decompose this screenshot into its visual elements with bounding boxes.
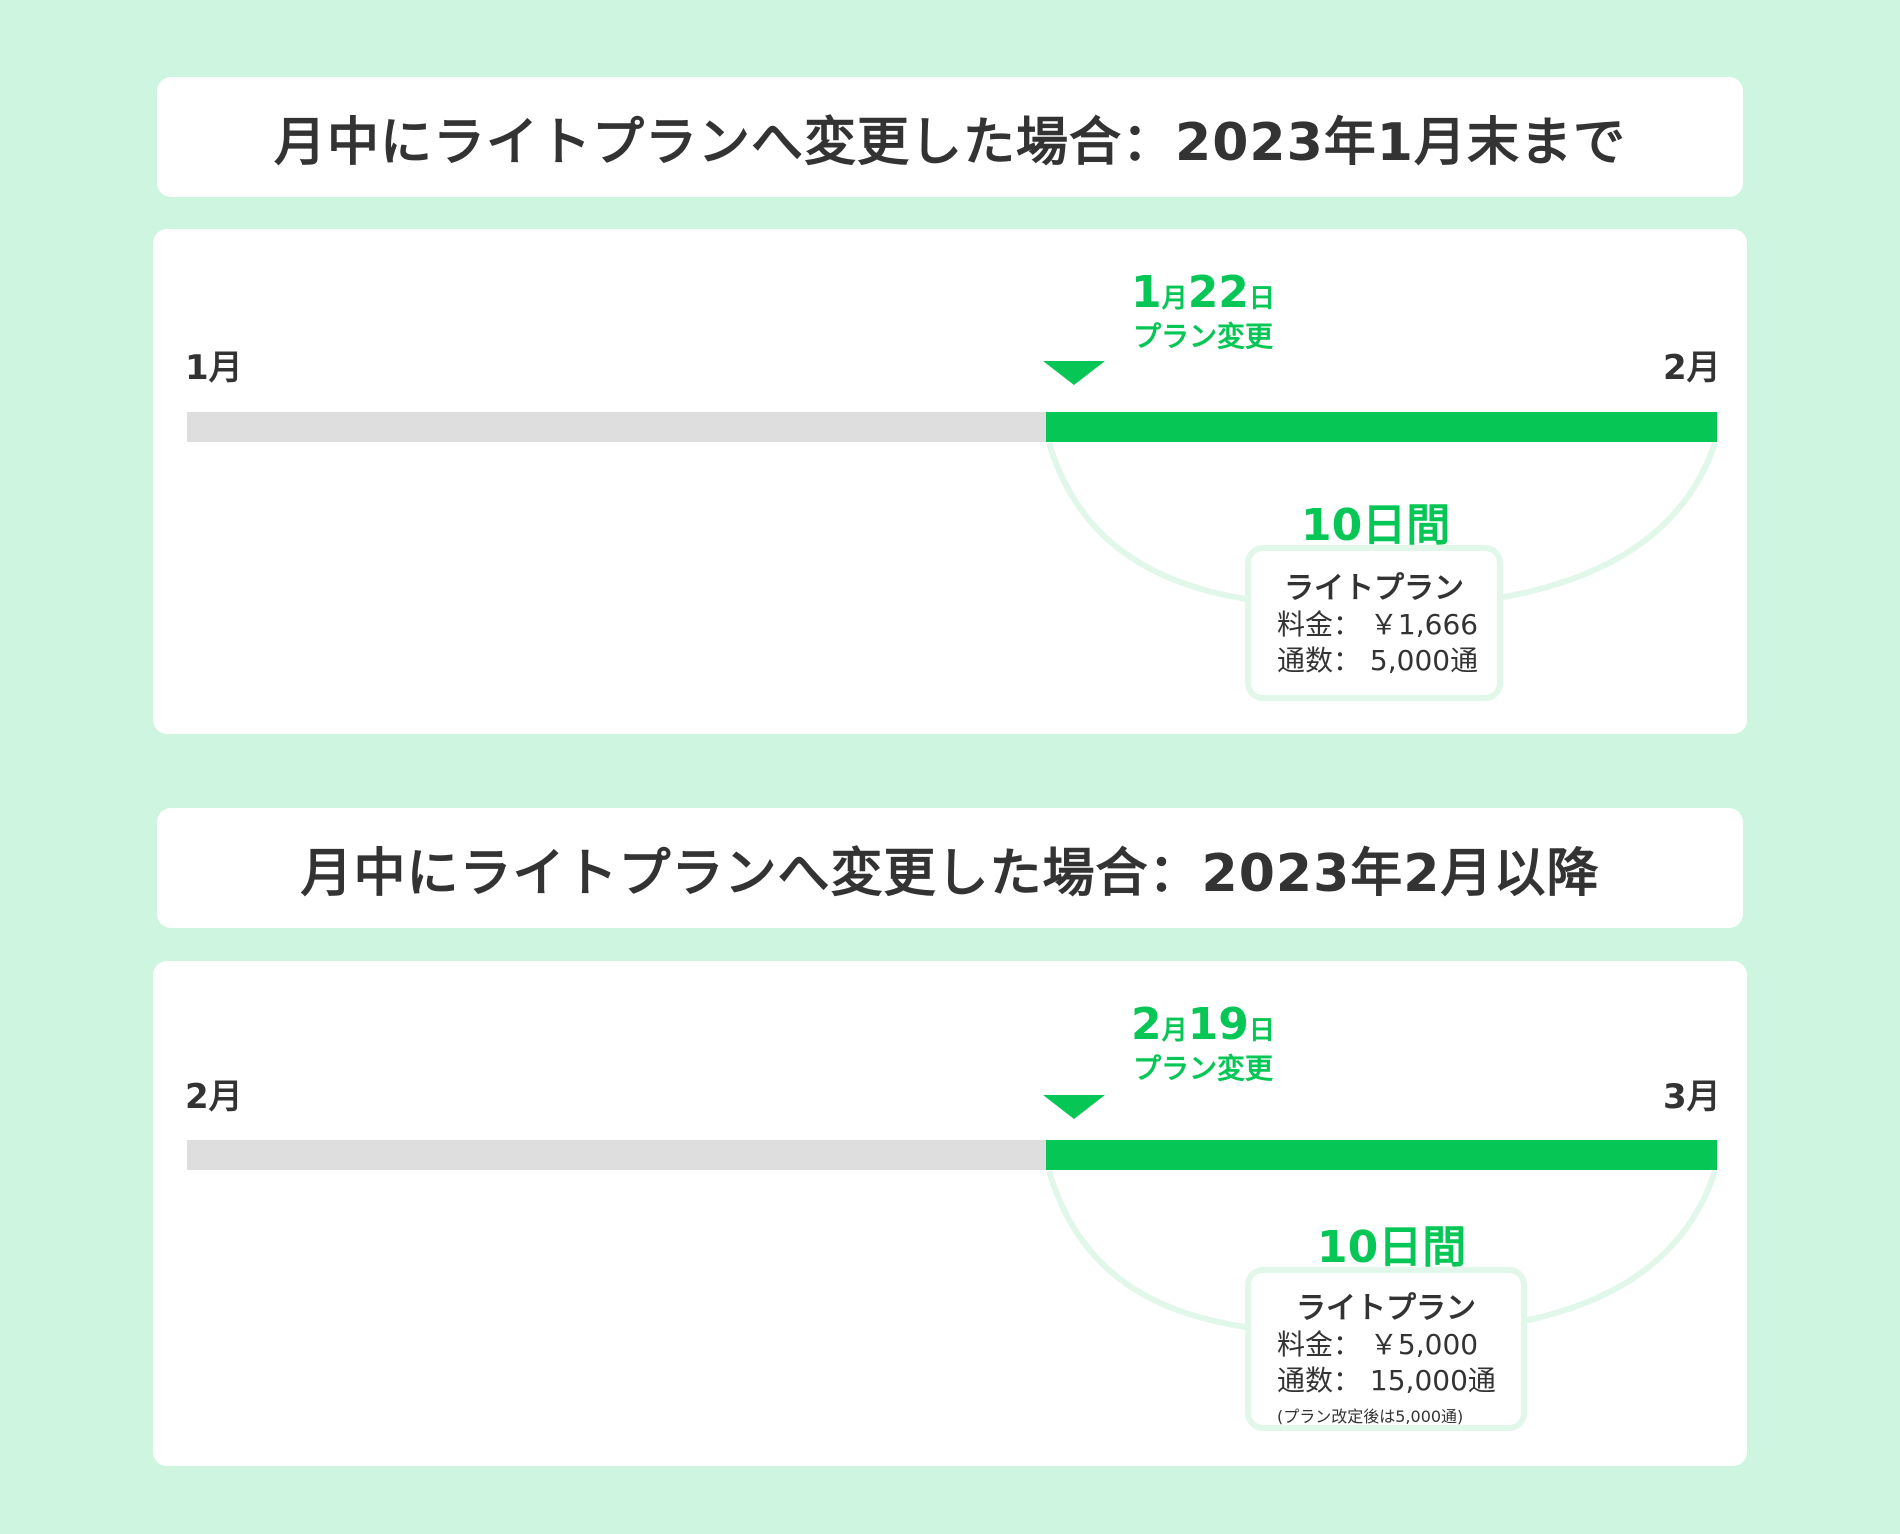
change-marker-triangle-2: [1043, 1095, 1105, 1119]
change-month-unit-2: 月: [1161, 1016, 1188, 1046]
timeline-bar-before-2: [187, 1140, 1200, 1170]
plan-fee-line-1: 料金： ￥1,666: [1277, 607, 1497, 643]
plan-box-2: ライトプラン 料金： ￥5,000 通数： 15,000通 (プラン改定後は5,…: [1245, 1267, 1527, 1431]
plan-fee-value-2: ￥5,000: [1369, 1328, 1479, 1361]
end-month-label-2: 3月: [1663, 1077, 1721, 1117]
duration-arc-1: [1046, 442, 1718, 611]
change-day-num-1: 22: [1187, 267, 1249, 318]
plan-fee-value-1: ￥1,666: [1369, 608, 1479, 641]
plan-messages-line-1: 通数： 5,000通: [1277, 643, 1497, 679]
change-marker-triangle-1: [1043, 361, 1105, 385]
change-day-unit-2: 日: [1248, 1016, 1275, 1046]
section-title-text-1: 月中にライトプランへ変更した場合：2023年1月末まで: [274, 112, 1626, 173]
plan-messages-value-2: 15,000通: [1369, 1364, 1496, 1397]
plan-messages-label-2: 通数：: [1277, 1364, 1362, 1397]
change-day-num-2: 19: [1187, 999, 1249, 1050]
plan-messages-line-2: 通数： 15,000通: [1277, 1363, 1521, 1399]
timeline-bar-after-2: [1046, 1140, 1717, 1170]
timeline-bar-after-1: [1046, 412, 1717, 442]
plan-fee-label-2: 料金：: [1277, 1328, 1362, 1361]
end-month-label-1: 2月: [1663, 348, 1721, 388]
plan-name-1: ライトプラン: [1284, 571, 1464, 606]
timeline-bar-before-1: [187, 412, 1200, 442]
change-caption-2: プラン変更: [1132, 1052, 1273, 1085]
timeline-card-2: 2月 3月 2月19日 プラン変更 10日間 ライトプラン 料金： ￥5,000…: [153, 961, 1747, 1466]
plan-box-1: ライトプラン 料金： ￥1,666 通数： 5,000通: [1245, 545, 1503, 701]
change-month-unit-1: 月: [1161, 284, 1188, 314]
section-title-text-2: 月中にライトプランへ変更した場合：2023年2月以降: [300, 843, 1600, 904]
section-title-1: 月中にライトプランへ変更した場合：2023年1月末まで: [157, 77, 1743, 197]
plan-fee-line-2: 料金： ￥5,000: [1277, 1327, 1521, 1363]
duration-label-1: 10日間: [1301, 500, 1451, 551]
change-date-2: 2月19日: [1093, 1003, 1313, 1047]
plan-name-2: ライトプラン: [1296, 1291, 1476, 1326]
plan-note-2: (プラン改定後は5,000通): [1277, 1407, 1464, 1426]
start-month-label-2: 2月: [185, 1077, 243, 1117]
section-title-2: 月中にライトプランへ変更した場合：2023年2月以降: [157, 808, 1743, 928]
change-month-num-1: 1: [1131, 267, 1162, 318]
change-date-1: 1月22日: [1093, 271, 1313, 315]
change-caption-1: プラン変更: [1132, 320, 1273, 353]
duration-label-2: 10日間: [1317, 1222, 1467, 1273]
start-month-label-1: 1月: [185, 348, 243, 388]
change-month-num-2: 2: [1131, 999, 1162, 1050]
timeline-card-1: 1月 2月 1月22日 プラン変更 10日間 ライトプラン 料金： ￥1,666…: [153, 229, 1747, 734]
change-day-unit-1: 日: [1248, 284, 1275, 314]
plan-messages-label-1: 通数：: [1277, 644, 1362, 677]
plan-fee-label-1: 料金：: [1277, 608, 1362, 641]
plan-messages-value-1: 5,000通: [1369, 644, 1479, 677]
